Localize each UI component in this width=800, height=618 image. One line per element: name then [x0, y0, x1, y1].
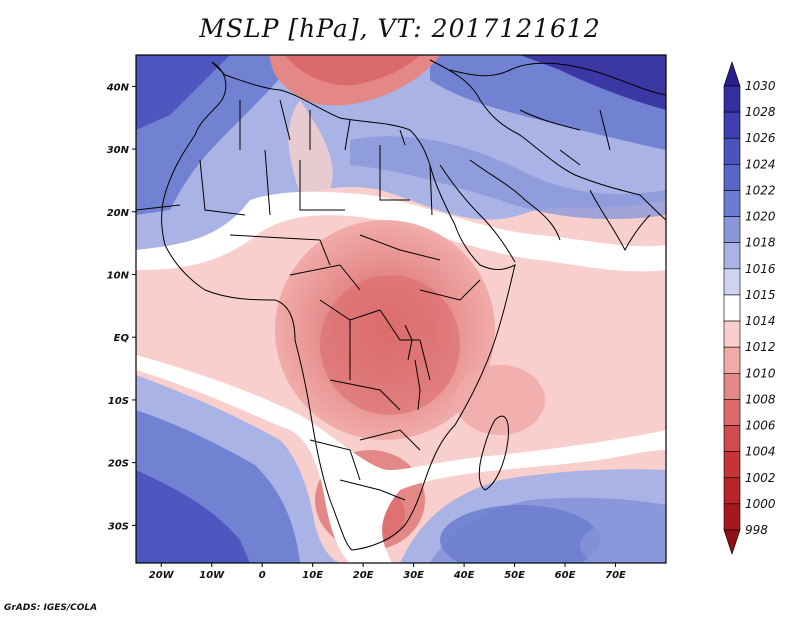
- colorbar-level-label: 1018: [745, 236, 776, 250]
- lon-tick-label: 40E: [453, 570, 475, 581]
- colorbar-level-label: 1015: [745, 288, 776, 302]
- colorbar-segment: [723, 85, 741, 113]
- colorbar-level-label: 998: [745, 523, 768, 537]
- colorbar-segment: [723, 137, 741, 165]
- colorbar-level-label: 1002: [745, 471, 776, 485]
- lon-tick-label: 30E: [403, 570, 424, 581]
- colorbar-segment: [723, 111, 741, 139]
- colorbar-segment: [723, 320, 741, 348]
- lat-tick-label: 30N: [107, 145, 130, 156]
- lon-tick-label: 70E: [605, 570, 626, 581]
- lon-tick-label: 20E: [353, 570, 374, 581]
- colorbar-segment: [723, 346, 741, 374]
- colorbar-segment: [723, 190, 741, 217]
- lon-tick-label: 60E: [555, 570, 576, 581]
- colorbar-level-label: 1004: [745, 445, 776, 459]
- colorbar-segment: [723, 216, 741, 244]
- colorbar-top-extension: [723, 61, 741, 87]
- colorbar-segment: [723, 425, 741, 452]
- lat-tick-label: 30S: [108, 521, 129, 532]
- lon-tick-label: 10E: [302, 570, 323, 581]
- colorbar-level-label: 1028: [745, 105, 776, 119]
- colorbar-segment: [723, 294, 741, 322]
- colorbar-level-label: 1000: [745, 497, 776, 511]
- colorbar-level-label: 1030: [745, 79, 776, 93]
- colorbar-segment: [723, 242, 741, 270]
- lon-tick-label: 50E: [504, 570, 525, 581]
- colorbar-level-label: 1016: [745, 262, 776, 276]
- lon-tick-label: 0: [259, 570, 266, 581]
- colorbar: 1030 1028 1026 1024 1022 1020 1018 1016 1015 1014…: [723, 61, 776, 555]
- colorbar-segment: [723, 451, 741, 479]
- colorbar-level-label: 1010: [745, 366, 776, 380]
- colorbar-level-label: 1026: [745, 131, 776, 145]
- lat-tick-label: 10S: [108, 396, 129, 407]
- colorbar-level-label: 1006: [745, 419, 776, 433]
- colorbar-segment: [723, 503, 741, 531]
- colorbar-level-label: 1022: [745, 183, 776, 197]
- colorbar-bottom-extension: [723, 529, 741, 555]
- lat-tick-label: 20S: [108, 459, 129, 470]
- plot-frame: [135, 54, 667, 564]
- colorbar-segment: [723, 268, 741, 296]
- lat-tick-label: 20N: [107, 208, 130, 219]
- coastlines: [136, 59, 666, 551]
- colorbar-level-label: 1020: [745, 210, 776, 224]
- colorbar-level-label: 1012: [745, 340, 776, 354]
- lat-tick-label: 40N: [106, 82, 130, 93]
- colorbar-level-label: 1008: [745, 392, 776, 406]
- colorbar-segment: [723, 477, 741, 505]
- lon-tick-label: 20W: [149, 570, 175, 581]
- colorbar-segment: [723, 372, 741, 400]
- map-title: MSLP [hPa], VT: 2017121612: [199, 14, 601, 43]
- longitude-axis: 20W 10W 0 10E 20E 30E 40E 50E 60E 70E: [149, 563, 626, 581]
- colorbar-segment: [723, 399, 741, 426]
- colorbar-level-label: 1014: [745, 314, 776, 328]
- lat-tick-label: EQ: [114, 333, 130, 344]
- latitude-axis: 40N 30N 20N 10N EQ 10S 20S 30S: [106, 82, 136, 532]
- credit-label: GrADS: IGES/COLA: [4, 603, 98, 613]
- lat-tick-label: 10N: [107, 271, 130, 282]
- colorbar-level-label: 1024: [745, 157, 776, 171]
- pressure-field: [136, 55, 666, 563]
- lon-tick-label: 10W: [199, 570, 225, 581]
- colorbar-segment: [723, 164, 741, 191]
